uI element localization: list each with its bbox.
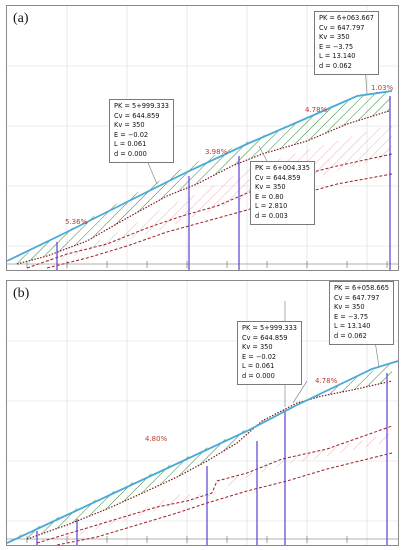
callout-kv: Kv = 350 — [255, 183, 286, 192]
cut-region — [47, 433, 392, 543]
callout-box: PK = 5+999.333 Cv = 644.859 Kv = 350 E =… — [237, 321, 303, 385]
callout-d: d = 0.062 — [319, 61, 352, 70]
callout-box: PK = 6+004.335 Cv = 644.859 Kv = 350 E =… — [250, 161, 316, 225]
grade-label: 1.03% — [371, 84, 394, 92]
callout-e: E = −0.02 — [114, 130, 149, 139]
callout-l: L = 13.140 — [334, 322, 371, 331]
panel-label: (a) — [13, 11, 29, 26]
grade-label: 4.78% — [315, 377, 338, 385]
callout-pk: PK = 6+058.665 — [334, 284, 390, 292]
vertical-markers — [56, 96, 391, 270]
callout-d: d = 0.000 — [114, 149, 147, 158]
callout-kv: Kv = 350 — [334, 303, 365, 312]
grade-line — [7, 90, 393, 262]
callout-kv: Kv = 350 — [319, 33, 350, 42]
terrain-line-top — [26, 380, 393, 540]
callout-pk: PK = 5+999.333 — [242, 324, 298, 332]
callout-e: E = −3.75 — [334, 312, 369, 321]
callout-box: PK = 6+063.667 Cv = 647.797 Kv = 350 E =… — [314, 11, 380, 75]
panel-a-plot: 5.36% 3.98% 4.78% 1.03% — [7, 6, 398, 270]
hatched-region — [12, 363, 392, 539]
grade-label: 5.36% — [65, 218, 88, 226]
axis-ticks — [7, 536, 398, 543]
terrain-line-top — [16, 110, 390, 265]
callout-e: E = −0.02 — [242, 352, 277, 361]
callout-l: L = 0.061 — [114, 140, 147, 149]
grade-label: 4.80% — [145, 435, 168, 443]
callout-cv: Cv = 644.859 — [255, 173, 301, 182]
callout-kv: Kv = 350 — [114, 121, 145, 130]
callout-box: PK = 5+999.333 Cv = 644.859 Kv = 350 E =… — [109, 99, 175, 163]
callout-box: PK = 6+058.665 Cv = 647.797 Kv = 350 E =… — [329, 281, 395, 345]
callout-cv: Cv = 644.859 — [114, 111, 160, 120]
grade-label: 4.78% — [305, 106, 328, 114]
callout-pk: PK = 5+999.333 — [114, 102, 170, 110]
callout-l: L = 13.140 — [319, 52, 356, 61]
terrain-line-mid — [36, 425, 393, 544]
callout-cv: Cv = 647.797 — [319, 23, 365, 32]
grade-line — [7, 360, 398, 544]
cut-region — [37, 124, 392, 264]
callout-e: E = 0.80 — [255, 192, 284, 201]
vertical-markers — [36, 373, 388, 545]
callout-l: L = 0.061 — [242, 362, 275, 371]
panel-label: (b) — [13, 286, 30, 301]
panel-b: 4.80% 4.78% (b) PK = 5+999.333 Cv = 644.… — [6, 280, 399, 546]
panel-b-plot: 4.80% 4.78% — [7, 281, 398, 545]
callout-d: d = 0.000 — [242, 371, 275, 380]
callout-l: L = 2.810 — [255, 202, 288, 211]
callout-pk: PK = 6+063.667 — [319, 14, 375, 22]
callout-pk: PK = 6+004.335 — [255, 164, 311, 172]
terrain-line-mid — [26, 153, 393, 269]
callout-kv: Kv = 350 — [242, 343, 273, 352]
terrain-line-low — [46, 173, 393, 269]
callout-d: d = 0.062 — [334, 331, 367, 340]
callout-d: d = 0.003 — [255, 211, 288, 220]
callout-cv: Cv = 644.859 — [242, 333, 288, 342]
callout-e: E = −3.75 — [319, 42, 354, 51]
grade-label: 3.98% — [205, 148, 228, 156]
callout-cv: Cv = 647.797 — [334, 293, 380, 302]
hatched-region — [12, 91, 392, 264]
axis-ticks — [7, 261, 398, 268]
panel-a: 5.36% 3.98% 4.78% 1.03% (a) PK = 5+999.3… — [6, 5, 399, 271]
